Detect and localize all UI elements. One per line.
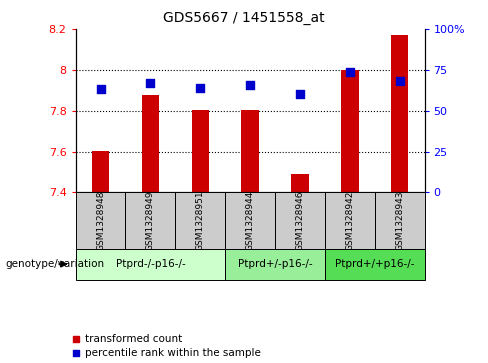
Text: Ptprd+/+p16-/-: Ptprd+/+p16-/- <box>335 259 414 269</box>
Bar <box>76 192 125 249</box>
Point <box>396 78 404 84</box>
Point <box>97 87 104 93</box>
Bar <box>142 95 159 192</box>
Bar <box>175 192 225 249</box>
Text: GSM1328948: GSM1328948 <box>96 190 105 251</box>
Bar <box>375 192 425 249</box>
Point <box>246 82 254 87</box>
Bar <box>325 192 375 249</box>
Bar <box>225 192 275 249</box>
Bar <box>341 70 359 192</box>
Bar <box>125 192 175 249</box>
Bar <box>275 192 325 249</box>
Text: GDS5667 / 1451558_at: GDS5667 / 1451558_at <box>163 11 325 25</box>
Text: GSM1328949: GSM1328949 <box>146 190 155 251</box>
Bar <box>191 110 209 192</box>
Text: percentile rank within the sample: percentile rank within the sample <box>85 348 261 358</box>
Text: genotype/variation: genotype/variation <box>5 259 104 269</box>
Point <box>72 350 80 356</box>
Text: transformed count: transformed count <box>85 334 183 344</box>
Point <box>146 80 154 86</box>
Bar <box>225 249 325 280</box>
Point <box>72 337 80 342</box>
Bar <box>92 151 109 192</box>
Bar <box>291 174 309 192</box>
Point <box>346 69 354 74</box>
Text: GSM1328946: GSM1328946 <box>295 190 305 251</box>
Text: Ptprd-/-p16-/-: Ptprd-/-p16-/- <box>116 259 185 269</box>
Bar <box>242 110 259 192</box>
Point <box>296 91 304 97</box>
Bar <box>325 249 425 280</box>
Point <box>196 85 204 91</box>
Bar <box>76 249 225 280</box>
Text: GSM1328951: GSM1328951 <box>196 190 205 251</box>
Text: GSM1328944: GSM1328944 <box>245 190 255 251</box>
Bar <box>391 35 408 192</box>
Text: Ptprd+/-p16-/-: Ptprd+/-p16-/- <box>238 259 312 269</box>
Text: GSM1328943: GSM1328943 <box>395 190 404 251</box>
Text: GSM1328942: GSM1328942 <box>346 190 354 251</box>
